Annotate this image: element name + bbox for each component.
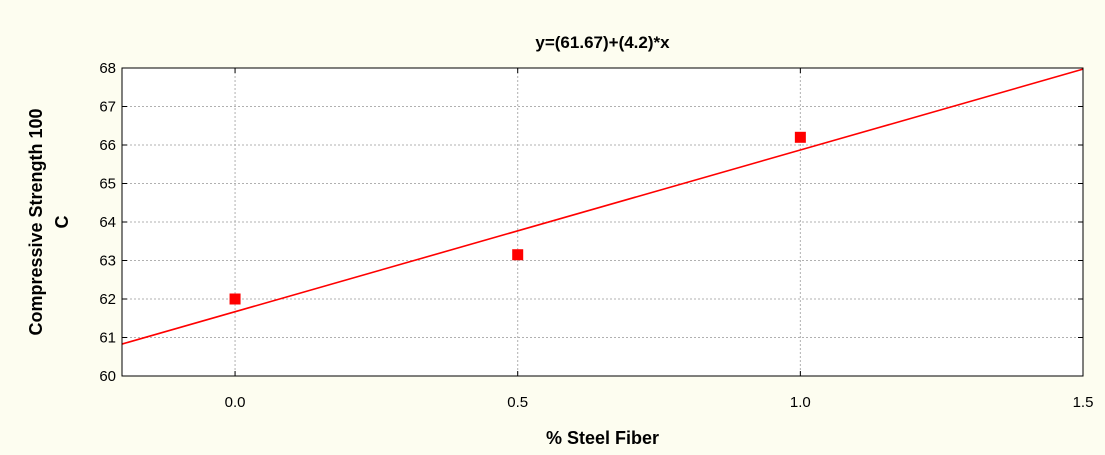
x-axis-title: % Steel Fiber: [546, 428, 659, 448]
x-tick-label: 0.0: [225, 394, 246, 411]
y-tick-label: 63: [99, 253, 116, 270]
tick-labels: 60 61 62 63 64 65 66 67 68 0.0 0.5 1.0 1.5: [99, 60, 1093, 411]
fit-line-group: [121, 68, 1084, 345]
x-tick-label: 0.5: [507, 394, 528, 411]
x-tick-label: 1.5: [1073, 394, 1094, 411]
y-axis-title-line-1: Compressive Strength 100: [26, 108, 46, 335]
x-tick-label: 1.0: [790, 394, 811, 411]
grid: [122, 68, 1083, 376]
data-point: [794, 131, 806, 143]
fit-line: [121, 68, 1084, 345]
y-tick-label: 64: [99, 214, 116, 231]
data-points: [229, 131, 806, 305]
y-tick-label: 67: [99, 99, 116, 116]
y-tick-label: 60: [99, 368, 116, 385]
y-axis-title-line-2: C: [52, 216, 72, 229]
y-tick-label: 62: [99, 291, 116, 308]
y-tick-label: 61: [99, 330, 116, 347]
chart-title: y=(61.67)+(4.2)*x: [535, 33, 670, 52]
data-point: [512, 249, 524, 261]
y-tick-label: 66: [99, 137, 116, 154]
y-tick-label: 68: [99, 60, 116, 77]
data-point: [229, 293, 241, 305]
y-tick-label: 65: [99, 176, 116, 193]
